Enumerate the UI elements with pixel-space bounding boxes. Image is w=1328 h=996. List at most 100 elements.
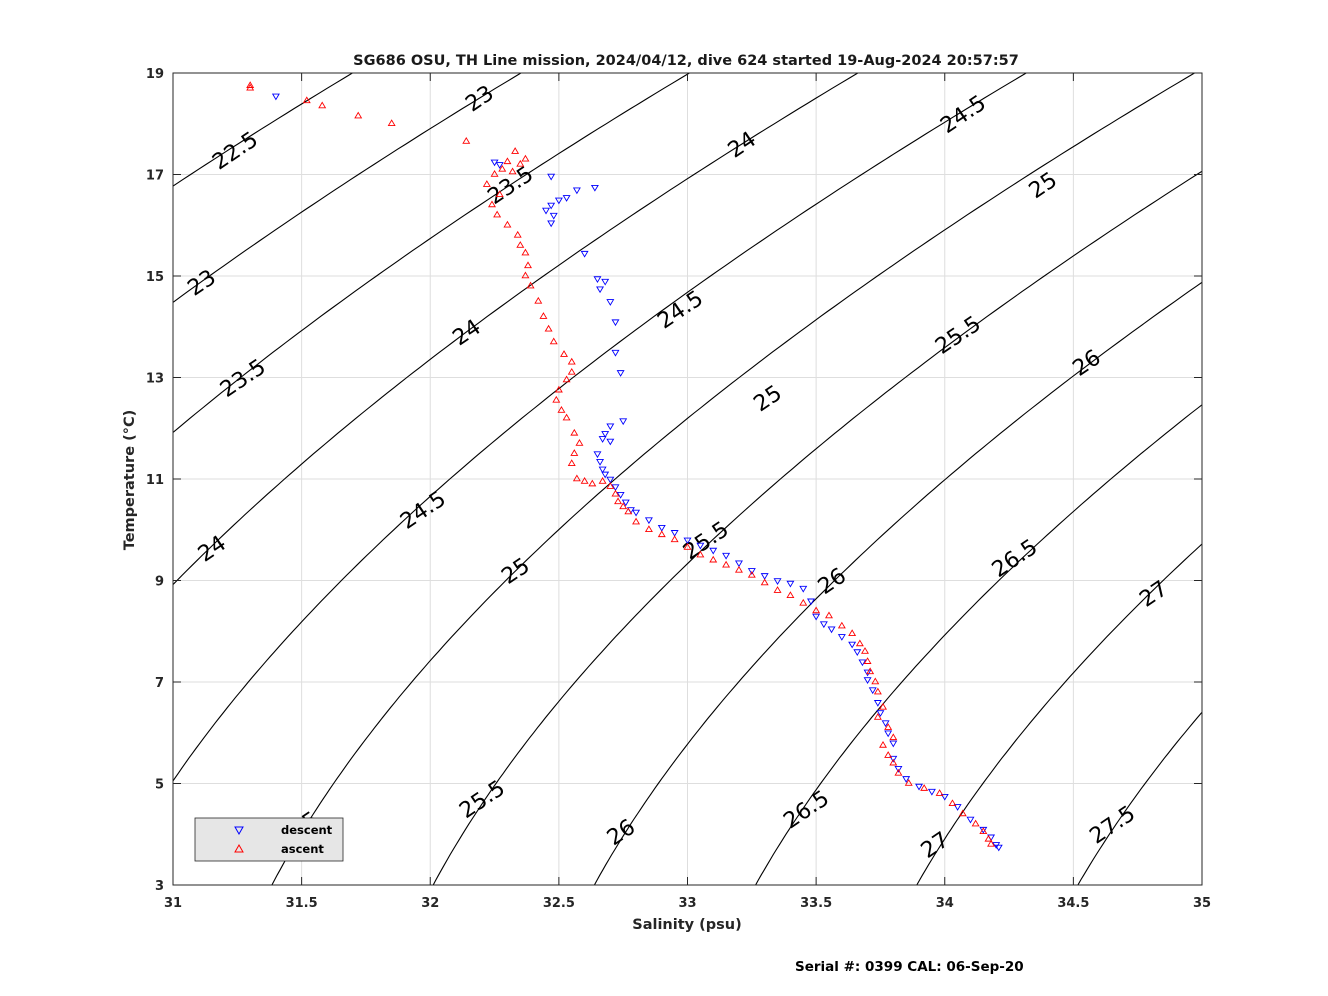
descent-point: [606, 423, 615, 431]
descent-point: [271, 93, 280, 101]
descent-point: [601, 471, 610, 479]
y-tick-label: 13: [146, 372, 164, 387]
isopycnal-line: [271, 73, 1196, 885]
ascent-point: [354, 111, 363, 119]
y-tick-label: 11: [146, 473, 164, 488]
ascent-point: [786, 591, 795, 598]
descent-point: [966, 816, 975, 824]
descent-point: [683, 537, 692, 545]
ascent-point: [644, 525, 653, 532]
y-tick-label: 17: [146, 169, 164, 184]
ascent-point: [557, 406, 566, 413]
x-tick-label: 32.5: [543, 896, 575, 911]
ascent-point: [567, 459, 576, 467]
ascent-point: [889, 758, 898, 766]
y-axis-label: Temperature (°C): [122, 410, 138, 551]
ascent-point: [570, 449, 579, 456]
descent-point: [709, 547, 718, 555]
descent-point: [734, 560, 743, 568]
descent-point: [547, 202, 556, 210]
ascent-point: [894, 768, 903, 776]
descent-point: [902, 776, 911, 783]
ascent-point: [889, 733, 898, 741]
descent-point: [616, 491, 625, 499]
ascent-point: [493, 210, 502, 218]
y-tick-label: 15: [146, 270, 164, 285]
ascent-point: [521, 271, 530, 279]
ascent-point: [873, 713, 882, 720]
descent-point: [884, 730, 893, 738]
ascent-point: [799, 598, 808, 606]
ascent-point: [526, 281, 535, 289]
legend-ascent-marker: [234, 843, 244, 853]
axis-ticks: [172, 72, 1203, 886]
x-tick-label: 33: [678, 896, 696, 911]
y-tick-label: 5: [155, 778, 164, 793]
ascent-point: [567, 357, 576, 365]
descent-point: [598, 466, 607, 474]
ascent-point: [683, 543, 692, 550]
ascent-point: [302, 96, 311, 104]
descent-point: [616, 370, 625, 377]
isopycnal-line: [173, 73, 691, 434]
y-tick-label: 7: [155, 676, 164, 691]
ascent-point: [562, 375, 571, 383]
ascent-point: [580, 477, 589, 484]
ascent-point: [879, 702, 887, 710]
ascent-point: [987, 839, 996, 847]
x-tick-label: 31.5: [286, 896, 318, 911]
descent-point: [722, 552, 731, 560]
x-tick-label: 35: [1193, 896, 1211, 911]
descent-point: [547, 220, 556, 228]
x-tick-label: 31: [164, 896, 182, 911]
descent-point: [644, 517, 653, 525]
ascent-point: [572, 474, 581, 482]
descent-point: [863, 669, 872, 677]
descent-point: [786, 580, 795, 588]
ascent-point: [812, 606, 821, 614]
isopycnal-contours: [173, 73, 1202, 885]
descent-point: [868, 687, 877, 695]
series-ascent: [246, 81, 996, 847]
legend-ascent-label: ascent: [281, 842, 324, 856]
x-axis-label: Salinity (psu): [632, 917, 741, 933]
ascent-point: [722, 560, 731, 568]
descent-point: [940, 793, 949, 801]
ascent-point: [984, 834, 993, 842]
x-tick-label: 32: [421, 896, 439, 911]
ascent-point: [848, 629, 857, 637]
isopycnal-line: [593, 281, 1202, 885]
ascent-point: [521, 154, 530, 162]
descent-point: [572, 187, 581, 195]
descent-point: [562, 195, 571, 202]
ascent-point: [549, 337, 558, 345]
ascent-point: [971, 819, 980, 827]
ascent-point: [503, 220, 512, 228]
ascent-point: [624, 507, 633, 515]
ascent-point: [318, 101, 327, 109]
descent-point: [542, 207, 551, 215]
descent-point: [632, 509, 641, 517]
ascent-point: [871, 677, 880, 685]
descent-point: [858, 659, 867, 667]
descent-point: [593, 276, 602, 284]
ascent-point: [657, 530, 666, 538]
serial-cal-footer: Serial #: 0399 CAL: 06-Sep-20: [795, 959, 1024, 975]
descent-point: [915, 783, 924, 791]
ascent-point: [513, 230, 522, 238]
descent-point: [873, 700, 882, 707]
y-tick-label: 3: [155, 879, 164, 894]
descent-point: [696, 542, 705, 550]
x-tick-label: 34: [936, 896, 954, 911]
descent-point: [760, 573, 769, 580]
legend-box: [194, 817, 344, 862]
ascent-point: [958, 809, 967, 817]
ascent-point: [567, 367, 576, 375]
ascent-point: [462, 137, 471, 144]
ascent-point: [614, 497, 623, 505]
descent-point: [619, 418, 628, 426]
ascent-point: [495, 190, 504, 198]
descent-point: [927, 788, 936, 796]
y-tick-label: 19: [146, 67, 164, 82]
